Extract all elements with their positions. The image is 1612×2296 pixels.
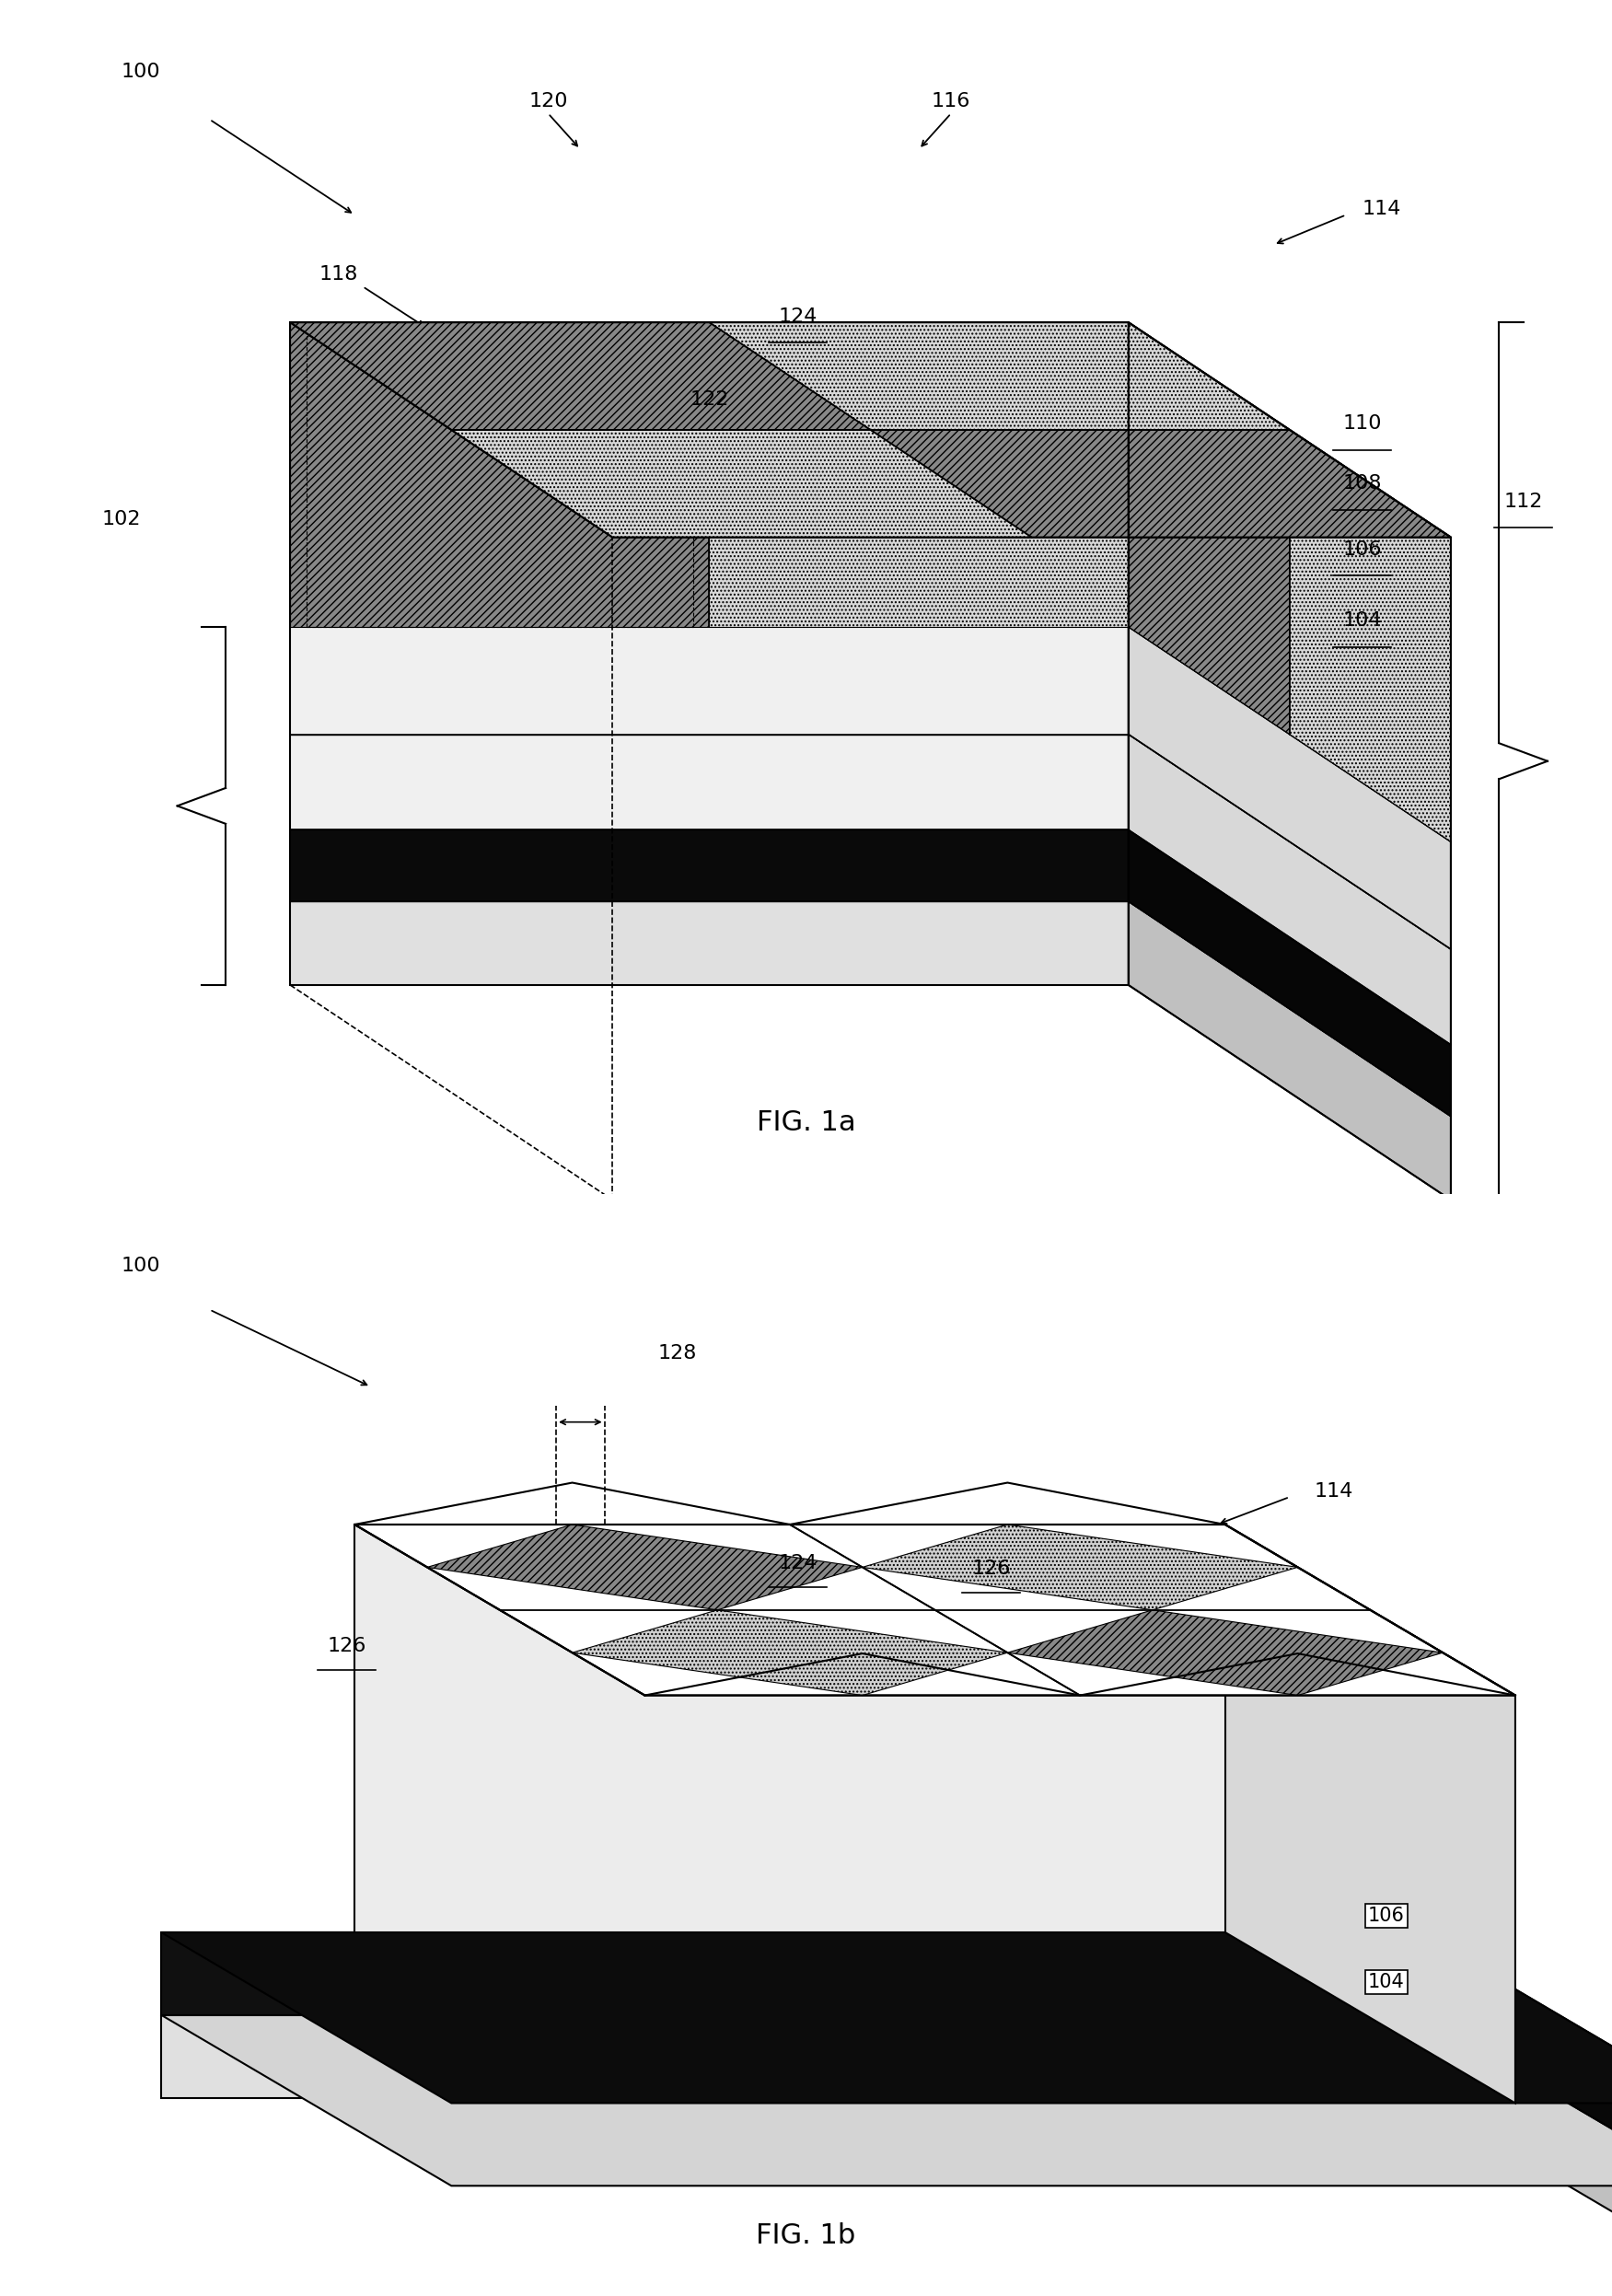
- Text: 114: 114: [1362, 200, 1401, 218]
- Text: 100: 100: [121, 62, 160, 80]
- Text: 124: 124: [779, 1554, 817, 1573]
- Polygon shape: [709, 321, 1128, 627]
- Polygon shape: [1128, 735, 1451, 1045]
- Polygon shape: [870, 429, 1451, 537]
- Polygon shape: [862, 1525, 1298, 1609]
- Polygon shape: [161, 2016, 1612, 2186]
- Polygon shape: [161, 1933, 1419, 2016]
- Text: FIG. 1b: FIG. 1b: [756, 2223, 856, 2248]
- Polygon shape: [1128, 321, 1290, 735]
- Polygon shape: [290, 735, 1128, 829]
- Text: 112: 112: [1504, 491, 1543, 510]
- Polygon shape: [290, 627, 1128, 735]
- Polygon shape: [1419, 2016, 1612, 2268]
- Text: 110: 110: [1343, 416, 1381, 434]
- Text: 114: 114: [1314, 1483, 1352, 1502]
- Text: 102: 102: [102, 510, 140, 528]
- Polygon shape: [355, 1525, 1515, 1694]
- Polygon shape: [290, 321, 1451, 537]
- Polygon shape: [290, 321, 709, 627]
- Text: 106: 106: [1369, 1906, 1404, 1924]
- Text: 128: 128: [658, 1345, 696, 1364]
- Text: 108: 108: [1343, 475, 1381, 494]
- Polygon shape: [1008, 1609, 1443, 1694]
- Text: 118: 118: [319, 266, 358, 285]
- Text: FIG. 1a: FIG. 1a: [756, 1109, 856, 1137]
- Polygon shape: [709, 321, 1290, 429]
- Text: 126: 126: [327, 1637, 366, 1655]
- Text: 100: 100: [121, 1256, 160, 1274]
- Polygon shape: [1128, 902, 1451, 1201]
- Text: 106: 106: [1343, 540, 1381, 558]
- Text: 126: 126: [972, 1559, 1011, 1577]
- Polygon shape: [1225, 1525, 1515, 2103]
- Polygon shape: [1419, 1933, 1612, 2186]
- Polygon shape: [1128, 627, 1451, 948]
- Polygon shape: [290, 902, 1128, 985]
- Polygon shape: [427, 1525, 862, 1609]
- Text: 120: 120: [529, 92, 567, 110]
- Text: 122: 122: [690, 390, 729, 409]
- Polygon shape: [1290, 429, 1451, 843]
- Text: 116: 116: [932, 92, 970, 110]
- Polygon shape: [572, 1609, 1008, 1694]
- Text: 104: 104: [1343, 611, 1381, 629]
- Polygon shape: [161, 2016, 1419, 2099]
- Polygon shape: [451, 429, 1032, 537]
- Polygon shape: [1128, 829, 1451, 1116]
- Text: 124: 124: [779, 308, 817, 326]
- Polygon shape: [161, 1933, 1612, 2103]
- Text: 104: 104: [1369, 1972, 1404, 1991]
- Polygon shape: [355, 1525, 1225, 1933]
- Polygon shape: [290, 829, 1128, 902]
- Polygon shape: [290, 321, 870, 429]
